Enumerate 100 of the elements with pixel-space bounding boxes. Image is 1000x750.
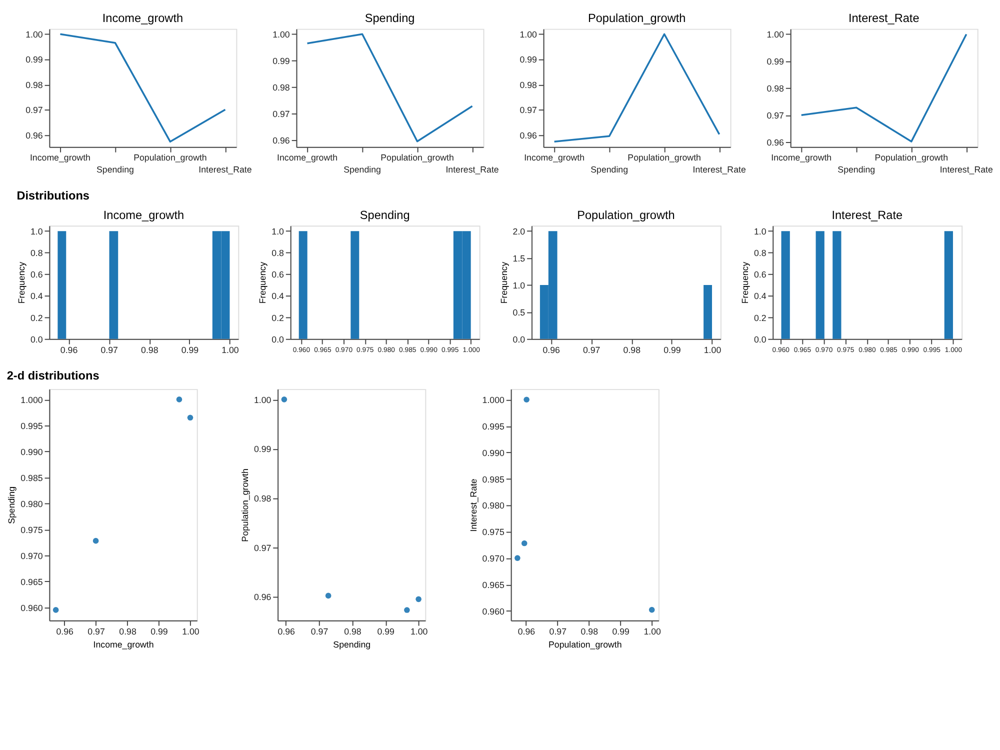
x-tick-label: Interest_Rate [446,164,499,175]
y-tick-label: 0.96 [766,138,784,148]
x-tick-label: 0.99 [150,626,168,637]
x-tick-label: 0.97 [88,626,105,637]
line-series [553,33,720,143]
x-tick-label: 0.97 [549,626,567,637]
y-tick-label: 0.980 [482,500,504,511]
x-tick-label: Income_growth [30,152,91,163]
y-tick-label: 0.5 [512,307,526,318]
chart-title: Interest_Rate [848,10,920,25]
x-tick-label: 0.96 [60,345,78,356]
x-tick-label: 0.97 [583,345,600,356]
x-tick-label: 1.00 [222,345,239,356]
y-tick-label: 0.980 [20,498,43,509]
y-tick-label: 0.4 [272,291,284,302]
y-axis-title: Interest_Rate [468,478,478,532]
y-tick-label: 0.97 [26,105,43,116]
x-tick-label: Population_growth [628,152,702,163]
x-tick-label: Interest_Rate [940,164,993,175]
x-tick-label: Spending [344,164,382,175]
x-tick-label: Income_growth [524,152,585,163]
x-tick-label: Income_growth [771,152,832,163]
y-tick-label: 0.98 [520,80,537,90]
y-tick-label: 0.975 [482,527,504,538]
y-tick-label: 0.96 [520,130,537,140]
y-tick-label: 0.990 [20,446,43,457]
y-tick-label: 0.995 [20,420,43,431]
x-tick-label: 0.98 [344,626,362,637]
line-series [306,33,474,142]
x-tick-label: Spending [590,164,628,175]
y-tick-label: 0.97 [520,105,537,116]
x-tick-label: 1.00 [704,345,722,356]
y-tick-label: 1.000 [482,395,504,406]
y-axis-title: Spending [6,486,17,524]
y-tick-label: 0.2 [272,312,284,323]
x-tick-label: Spending [96,164,134,175]
y-tick-label: 0.8 [754,248,766,258]
y-tick-label: 1.0 [754,226,766,237]
y-tick-label: 0.965 [20,576,43,587]
point [416,596,422,602]
x-tick-label: 0.96 [542,345,560,356]
chart-title: Income_growth [103,208,184,222]
y-tick-label: 0.970 [482,553,504,564]
y-tick-label: 0.6 [754,270,766,280]
y-tick-label: 0.97 [766,110,784,121]
x-tick-label: Interest_Rate [198,164,252,175]
text: 2-d distributions [6,368,100,383]
x-tick-label: Income_growth [277,152,338,163]
x-tick-label: Interest_Rate [692,164,746,175]
chart-title: Population_growth [588,10,686,25]
point [404,607,410,613]
y-tick-label: 0.98 [766,84,784,94]
x-tick-label: Population_growth [380,152,454,163]
chart-title: Income_growth [102,10,184,25]
y-tick-label: 0.97 [272,109,290,120]
chart-title: Spending [364,10,415,25]
y-tick-label: 0.8 [272,248,284,258]
x-axis-title: Spending [333,639,371,650]
point [52,607,59,613]
y-tick-label: 1.0 [512,280,526,290]
chart-title: Spending [360,208,410,222]
y-tick-label: 0.0 [754,334,766,344]
y-axis-title: Frequency [258,261,268,304]
y-tick-label: 0.99 [766,56,784,67]
y-tick-label: 0.98 [272,82,290,93]
point [187,414,194,421]
line-series [59,33,226,143]
x-tick-label: 0.97 [310,626,328,637]
x-tick-label: 0.98 [141,345,158,356]
y-tick-label: 0.6 [272,270,284,280]
y-tick-label: 0.8 [30,248,43,258]
line-series [800,33,968,142]
x-tick-label: Population_growth [874,152,948,163]
x-tick-label: 0.96 [56,626,74,637]
x-tick-label: 0.99 [377,626,395,637]
y-tick-label: 0.0 [30,334,43,344]
y-tick-label: 0.2 [754,312,766,323]
x-tick-label: Spending [838,164,876,175]
x-tick-label: 0.99 [664,345,681,356]
y-axis-title: Population_growth [240,468,250,542]
x-axis-title: Income_growth [93,639,154,650]
x-tick-label: 1.00 [644,626,662,637]
y-tick-label: 0.99 [26,54,43,65]
chart-title: Population_growth [577,208,675,222]
y-tick-label: 0.2 [30,312,43,323]
x-tick-label: 0.98 [623,345,641,356]
y-tick-label: 0.965 [482,580,504,590]
x-axis-title: Population_growth [548,639,622,650]
y-tick-label: 2.0 [512,226,526,237]
x-tick-label: Population_growth [134,152,207,163]
y-tick-label: 0.96 [26,130,43,140]
y-tick-label: 1.00 [766,30,784,40]
y-tick-label: 0.975 [20,524,43,535]
y-tick-label: 0.985 [20,472,43,483]
y-tick-label: 0.4 [30,291,43,302]
x-tick-label: 1.00 [182,626,200,637]
y-tick-label: 1.00 [254,394,272,405]
point [176,396,182,402]
y-tick-label: 0.99 [272,56,290,66]
point [524,396,530,403]
